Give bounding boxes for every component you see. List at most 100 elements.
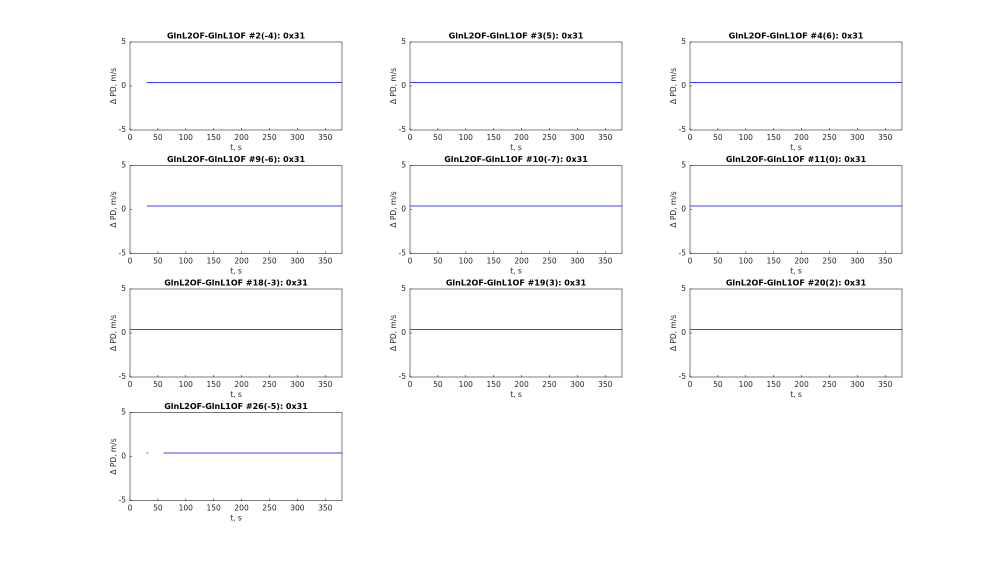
y-tick-label: 5 [681, 284, 686, 293]
x-axis-label: t, s [230, 514, 242, 523]
y-axis-label: Δ PD, m/s [109, 438, 118, 474]
y-tick-label: 0 [401, 81, 406, 90]
x-tick-label: 300 [850, 257, 865, 266]
x-tick-label: 350 [318, 380, 333, 389]
subplot-title: GlnL2OF-GlnL1OF #20(2): 0x31 [726, 279, 867, 288]
x-tick-label: 100 [179, 380, 194, 389]
x-tick-label: 150 [207, 133, 222, 142]
x-tick-label: 350 [318, 504, 333, 513]
x-tick-label: 200 [794, 380, 809, 389]
y-tick-label: 0 [401, 205, 406, 214]
x-tick-label: 100 [459, 380, 474, 389]
x-tick-label: 250 [822, 133, 837, 142]
x-axis-label: t, s [790, 143, 802, 152]
x-tick-label: 150 [767, 257, 782, 266]
plot-area [409, 41, 623, 131]
x-axis-label: t, s [790, 390, 802, 399]
x-tick-label: 0 [128, 380, 133, 389]
x-tick-label: 100 [179, 257, 194, 266]
x-axis-label: t, s [230, 143, 242, 152]
x-tick-label: 250 [542, 133, 557, 142]
y-axis-label: Δ PD, m/s [669, 315, 678, 351]
y-tick-label: -5 [119, 496, 127, 505]
x-tick-label: 100 [179, 504, 194, 513]
x-tick-label: 300 [570, 133, 585, 142]
subplot-title: GlnL2OF-GlnL1OF #18(-3): 0x31 [164, 279, 308, 288]
x-tick-label: 50 [713, 133, 723, 142]
x-tick-label: 200 [514, 380, 529, 389]
x-tick-label: 200 [794, 257, 809, 266]
x-tick-label: 350 [598, 257, 613, 266]
x-tick-label: 300 [850, 133, 865, 142]
y-tick-label: 5 [681, 37, 686, 46]
x-tick-label: 100 [459, 133, 474, 142]
x-tick-label: 0 [408, 133, 413, 142]
x-tick-label: 350 [318, 133, 333, 142]
y-tick-label: 0 [121, 81, 126, 90]
y-tick-label: 5 [121, 37, 126, 46]
x-tick-label: 300 [290, 257, 305, 266]
x-tick-label: 350 [598, 380, 613, 389]
subplot-title: GlnL2OF-GlnL1OF #19(3): 0x31 [446, 279, 587, 288]
x-tick-label: 50 [153, 133, 163, 142]
x-tick-label: 250 [542, 257, 557, 266]
y-axis-label: Δ PD, m/s [389, 191, 398, 227]
x-tick-label: 350 [878, 380, 893, 389]
y-tick-label: -5 [679, 372, 687, 381]
x-tick-label: 250 [822, 380, 837, 389]
x-tick-label: 150 [487, 380, 502, 389]
x-tick-label: 0 [408, 380, 413, 389]
x-tick-label: 150 [207, 380, 222, 389]
plot-area [129, 165, 343, 254]
y-axis-label: Δ PD, m/s [109, 68, 118, 104]
y-tick-label: 5 [121, 161, 126, 170]
x-tick-label: 150 [767, 133, 782, 142]
x-tick-label: 0 [408, 257, 413, 266]
y-tick-label: -5 [399, 372, 407, 381]
y-tick-label: 5 [121, 408, 126, 417]
y-tick-label: 0 [681, 205, 686, 214]
x-tick-label: 350 [318, 257, 333, 266]
plot-area [129, 412, 343, 501]
x-axis-label: t, s [230, 267, 242, 276]
x-tick-label: 200 [514, 133, 529, 142]
x-tick-label: 200 [234, 504, 249, 513]
x-tick-label: 300 [850, 380, 865, 389]
subplot-title: GlnL2OF-GlnL1OF #4(6): 0x31 [729, 32, 864, 41]
y-tick-label: 0 [121, 452, 126, 461]
x-tick-label: 250 [262, 257, 277, 266]
x-tick-label: 300 [290, 380, 305, 389]
x-axis-label: t, s [230, 390, 242, 399]
x-tick-label: 50 [433, 257, 443, 266]
x-tick-label: 300 [570, 380, 585, 389]
x-axis-label: t, s [790, 267, 802, 276]
y-tick-label: 0 [121, 328, 126, 337]
x-tick-label: 150 [207, 257, 222, 266]
y-tick-label: 0 [401, 328, 406, 337]
x-tick-label: 100 [739, 257, 754, 266]
x-tick-label: 250 [822, 257, 837, 266]
x-tick-label: 0 [688, 380, 693, 389]
x-tick-label: 150 [207, 504, 222, 513]
x-axis-label: t, s [510, 390, 522, 399]
x-tick-label: 200 [234, 380, 249, 389]
y-tick-label: -5 [119, 372, 127, 381]
x-tick-label: 0 [128, 133, 133, 142]
x-tick-label: 50 [153, 504, 163, 513]
x-tick-label: 150 [487, 133, 502, 142]
plot-area [689, 165, 903, 254]
x-tick-label: 50 [153, 380, 163, 389]
x-axis-label: t, s [510, 267, 522, 276]
x-tick-label: 350 [878, 133, 893, 142]
x-tick-label: 250 [262, 380, 277, 389]
x-tick-label: 200 [234, 133, 249, 142]
x-tick-label: 200 [794, 133, 809, 142]
y-tick-label: 0 [121, 205, 126, 214]
x-tick-label: 300 [570, 257, 585, 266]
x-tick-label: 250 [262, 133, 277, 142]
y-axis-label: Δ PD, m/s [389, 68, 398, 104]
subplot-title: GlnL2OF-GlnL1OF #10(-7): 0x31 [444, 155, 588, 164]
x-tick-label: 50 [433, 133, 443, 142]
x-tick-label: 0 [128, 257, 133, 266]
x-tick-label: 200 [234, 257, 249, 266]
